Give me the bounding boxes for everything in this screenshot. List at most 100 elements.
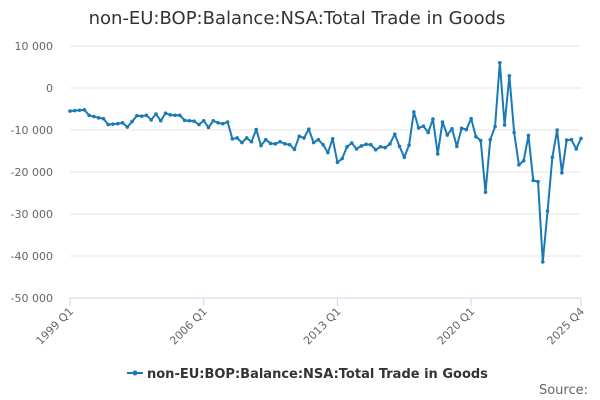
data-point[interactable] — [173, 113, 177, 118]
data-point[interactable] — [154, 112, 158, 116]
data-point[interactable] — [354, 147, 359, 151]
data-point[interactable] — [397, 144, 402, 149]
data-point[interactable] — [435, 152, 440, 156]
data-point[interactable] — [540, 260, 545, 264]
data-point[interactable] — [77, 108, 82, 113]
data-point[interactable] — [478, 138, 483, 143]
data-point[interactable] — [330, 137, 335, 141]
data-point[interactable] — [87, 113, 91, 118]
data-point[interactable] — [178, 113, 182, 118]
data-point[interactable] — [182, 118, 187, 123]
legend[interactable]: non-EU:BOP:Balance:NSA:Total Trade in Go… — [127, 367, 488, 382]
data-point[interactable] — [240, 140, 244, 145]
data-point[interactable] — [564, 138, 569, 142]
data-point[interactable] — [206, 125, 211, 130]
data-point[interactable] — [230, 137, 235, 141]
data-point[interactable] — [187, 118, 192, 123]
data-point[interactable] — [488, 137, 493, 142]
data-point[interactable] — [92, 114, 96, 119]
data-point[interactable] — [359, 144, 364, 148]
data-point[interactable] — [68, 109, 72, 113]
data-point[interactable] — [297, 134, 302, 139]
data-point[interactable] — [345, 145, 349, 149]
data-point[interactable] — [483, 190, 488, 194]
data-point[interactable] — [225, 120, 230, 124]
data-point[interactable] — [111, 122, 115, 126]
data-point[interactable] — [192, 119, 196, 123]
data-point[interactable] — [455, 144, 459, 149]
data-point[interactable] — [125, 125, 130, 129]
data-point[interactable] — [244, 136, 249, 140]
data-point[interactable] — [120, 121, 125, 125]
data-point[interactable] — [163, 111, 168, 115]
data-point[interactable] — [259, 143, 263, 148]
data-point[interactable] — [254, 127, 259, 132]
data-point[interactable] — [158, 118, 163, 123]
data-point[interactable] — [469, 116, 473, 121]
series-line[interactable] — [69, 61, 582, 263]
data-point[interactable] — [144, 113, 149, 118]
data-point[interactable] — [287, 142, 292, 147]
data-point[interactable] — [115, 121, 120, 126]
data-point[interactable] — [521, 158, 526, 163]
data-point[interactable] — [545, 209, 550, 213]
data-point[interactable] — [474, 134, 478, 139]
data-point[interactable] — [392, 132, 397, 136]
data-point[interactable] — [326, 150, 330, 155]
data-point[interactable] — [364, 142, 368, 147]
data-point[interactable] — [349, 141, 354, 145]
data-point[interactable] — [306, 127, 311, 131]
data-point[interactable] — [130, 119, 134, 124]
data-point[interactable] — [502, 123, 507, 127]
data-point[interactable] — [579, 136, 583, 141]
data-point[interactable] — [149, 118, 153, 122]
data-point[interactable] — [340, 156, 345, 161]
data-point[interactable] — [402, 155, 407, 160]
data-point[interactable] — [168, 113, 173, 117]
data-point[interactable] — [139, 114, 144, 118]
data-point[interactable] — [106, 122, 111, 127]
data-point[interactable] — [412, 110, 416, 114]
data-point[interactable] — [493, 124, 497, 129]
data-point[interactable] — [550, 155, 555, 160]
data-point[interactable] — [335, 160, 340, 165]
data-point[interactable] — [426, 130, 430, 135]
data-point[interactable] — [211, 118, 216, 123]
data-point[interactable] — [416, 126, 421, 130]
data-point[interactable] — [264, 137, 268, 142]
data-point[interactable] — [517, 163, 521, 167]
data-point[interactable] — [72, 108, 77, 113]
data-point[interactable] — [498, 61, 502, 65]
data-point[interactable] — [82, 108, 87, 112]
data-point[interactable] — [197, 122, 201, 127]
data-point[interactable] — [216, 121, 220, 125]
data-point[interactable] — [512, 130, 516, 135]
data-point[interactable] — [440, 120, 445, 124]
data-point[interactable] — [560, 171, 564, 175]
data-point[interactable] — [526, 133, 531, 138]
data-point[interactable] — [555, 128, 559, 132]
data-point[interactable] — [273, 142, 278, 146]
data-point[interactable] — [407, 143, 411, 147]
data-point[interactable] — [96, 116, 101, 120]
data-point[interactable] — [431, 117, 435, 121]
data-point[interactable] — [574, 147, 579, 151]
data-point[interactable] — [321, 142, 325, 147]
data-point[interactable] — [283, 142, 287, 146]
data-point[interactable] — [101, 116, 106, 121]
data-point[interactable] — [235, 136, 239, 140]
data-point[interactable] — [536, 179, 540, 184]
data-point[interactable] — [369, 142, 373, 147]
data-point[interactable] — [249, 139, 254, 144]
data-point[interactable] — [569, 137, 574, 142]
data-point[interactable] — [221, 121, 225, 126]
data-point[interactable] — [292, 147, 297, 152]
data-point[interactable] — [388, 142, 392, 146]
data-point[interactable] — [302, 136, 306, 140]
data-point[interactable] — [450, 126, 454, 131]
data-point[interactable] — [464, 127, 469, 132]
data-point[interactable] — [135, 113, 139, 118]
data-point[interactable] — [459, 126, 464, 131]
data-point[interactable] — [378, 145, 383, 149]
data-point[interactable] — [316, 137, 321, 142]
